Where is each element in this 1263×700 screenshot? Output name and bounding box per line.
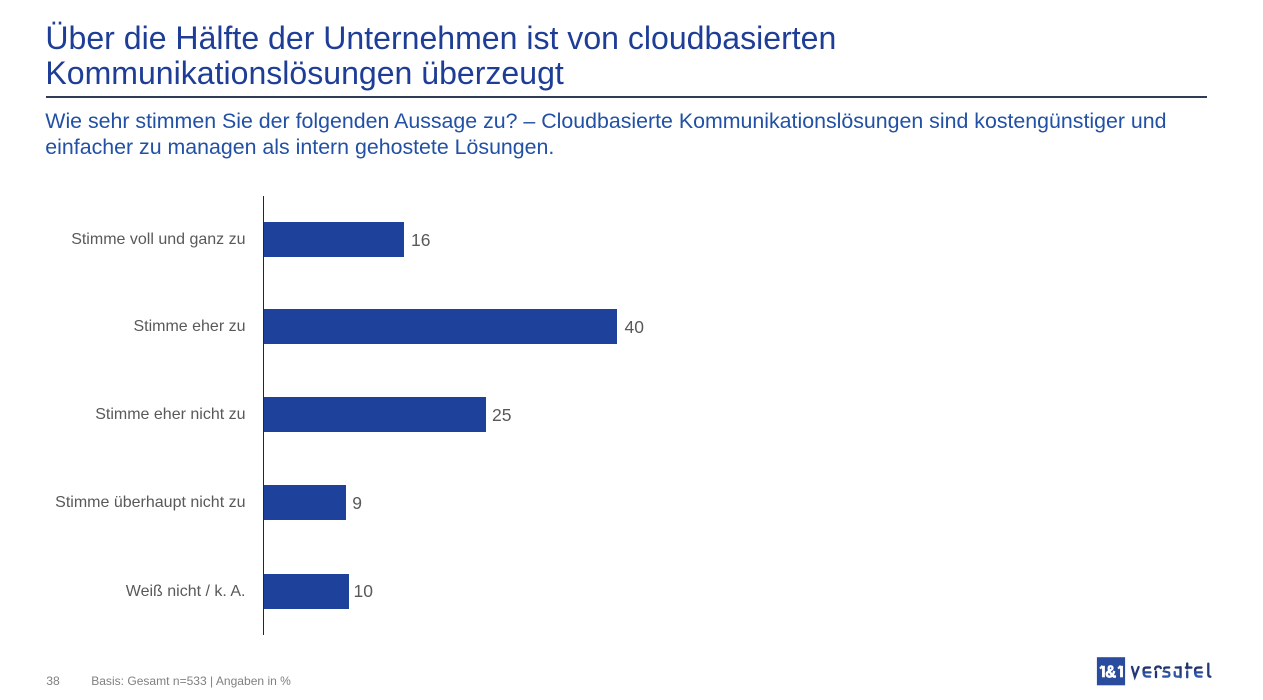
svg-text:&: &	[1105, 661, 1116, 681]
